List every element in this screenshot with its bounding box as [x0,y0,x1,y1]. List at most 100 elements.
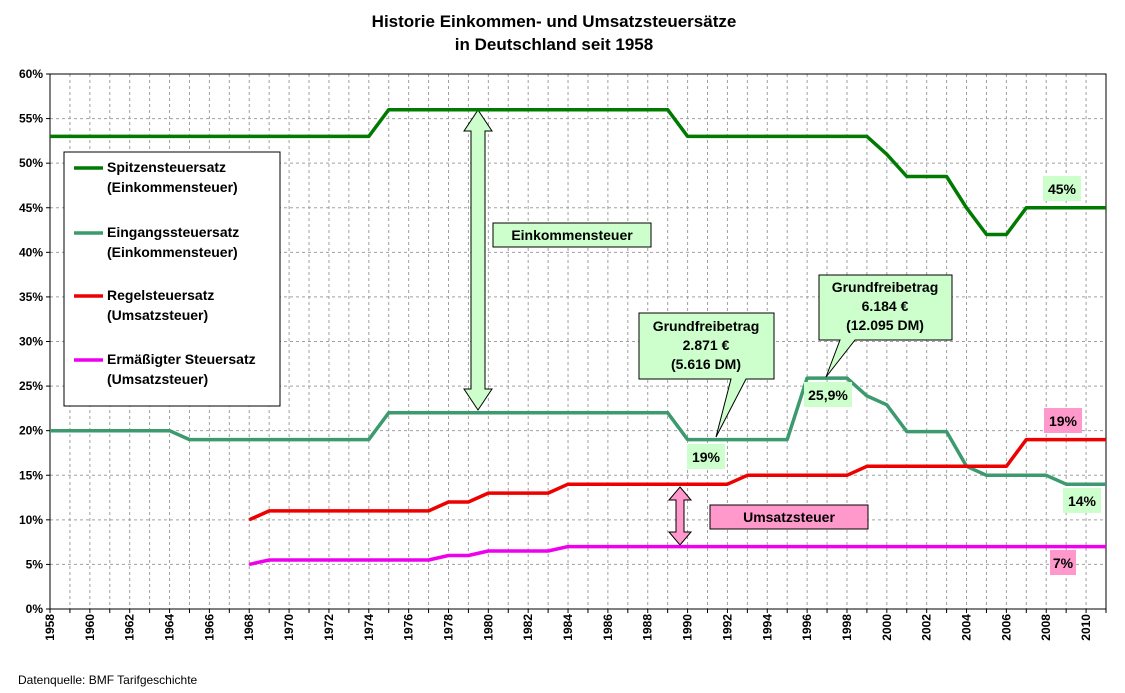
x-tick-label: 2000 [880,614,894,641]
legend-items: Spitzensteuersatz (Einkommensteuer) Eingan… [74,159,256,387]
label-25-9-text: 25,9% [808,387,848,403]
label-19-box [687,444,725,469]
callout-1990-shape [638,312,775,438]
label-45-text: 45% [1048,181,1077,197]
callout-1990-line-1: Grundfreibetrag [653,318,760,334]
chart-title-line-2: in Deutschland seit 1958 [455,35,653,54]
x-tick-label: 1962 [123,614,137,641]
x-tick-label: 1986 [601,614,615,641]
x-tick-label: 1992 [720,614,734,641]
x-tick-label: 2002 [920,614,934,641]
series-lines [50,107,1106,567]
callout-1996-line-3: (12.095 DM) [846,317,924,333]
x-tick-label: 2010 [1079,614,1093,641]
einkommensteuer-box [492,222,652,248]
y-tick-label: 10% [19,513,43,527]
label-19b-text: 19% [1049,413,1078,429]
legend-label: Spitzensteuersatz [107,159,226,175]
x-tick-label: 2008 [1039,614,1053,641]
label-7-percent: 7% [1050,550,1076,575]
x-tick-label: 1976 [402,614,416,641]
label-14-text: 14% [1068,493,1097,509]
x-tick-label: 1966 [202,614,216,641]
callout-1990-line-2: 2.871 € [683,337,730,353]
y-tick-label: 0% [26,602,44,616]
y-tick-label: 35% [19,290,43,304]
legend-label: Ermäßigter Steuersatz [107,351,256,367]
x-tick-label: 1970 [282,614,296,641]
x-tick-label: 1964 [163,614,177,641]
annotation-einkommensteuer: Einkommensteuer [492,222,652,248]
label-19-text: 19% [692,449,721,465]
x-tick-label: 1982 [521,614,535,641]
x-axis: 1958 1960 1962 1964 1966 1968 1970 1972 1974 1976… [43,609,1107,641]
source-note: Datenquelle: BMF Tarifgeschichte [18,673,198,687]
x-tick-label: 1998 [840,614,854,641]
x-tick-label: 1996 [800,614,814,641]
label-19b-percent: 19% [1044,408,1082,433]
series-line-3 [248,437,1106,522]
y-tick-label: 5% [26,557,44,571]
y-tick-label: 25% [19,379,43,393]
umsatzsteuer-arrow [667,486,693,546]
y-tick-label: 60% [19,67,43,81]
series-line-4 [248,544,1106,567]
x-tick-label: 1974 [362,614,376,641]
legend-label: Eingangssteuersatz [107,224,239,240]
y-tick-label: 15% [19,468,43,482]
umsatzsteuer-label: Umsatzsteuer [743,509,835,525]
legend-label: (Einkommensteuer) [107,179,238,195]
x-tick-label: 1972 [322,614,336,641]
legend-label: (Einkommensteuer) [107,244,238,260]
y-tick-label: 40% [19,245,43,259]
label-25-9-box [804,382,852,407]
y-tick-label: 55% [19,112,43,126]
x-tick-label: 1960 [83,614,97,641]
label-25-9-percent: 25,9% [804,382,852,407]
umsatzsteuer-double-arrow [667,486,693,546]
callout-1990-line-3: (5.616 DM) [671,356,741,372]
x-tick-label: 1968 [242,614,256,641]
y-tick-label: 50% [19,156,43,170]
x-tick-label: 1980 [481,614,495,641]
y-tick-label: 20% [19,424,43,438]
callout-1996-line-2: 6.184 € [862,298,909,314]
series-line-2 [50,376,1106,486]
label-19b-box [1044,408,1082,433]
x-tick-label: 1984 [561,614,575,641]
x-tick-label: 1988 [641,614,655,641]
annotation-umsatzsteuer: Umsatzsteuer [709,504,869,530]
x-tick-label: 1994 [760,614,774,641]
x-tick-label: 1990 [681,614,695,641]
legend-label: (Umsatzsteuer) [107,307,208,323]
chart-title-line-1: Historie Einkommen- und Umsatzsteuersätz… [372,12,737,31]
umsatzsteuer-box [709,504,869,530]
callout-grundfreibetrag-1990: Grundfreibetrag 2.871 € (5.616 DM) [638,312,775,438]
legend: Spitzensteuersatz (Einkommensteuer) Eingan… [63,151,281,407]
legend-label: (Umsatzsteuer) [107,371,208,387]
x-tick-label: 2006 [999,614,1013,641]
legend-label: Regelsteuersatz [107,287,214,303]
callout-grundfreibetrag-1996: Grundfreibetrag 6.184 € (12.095 DM) [818,274,953,378]
einkommensteuer-double-arrow [463,109,493,411]
label-14-box [1063,488,1101,513]
x-tick-label: 1958 [43,614,57,641]
label-7-text: 7% [1053,555,1074,571]
x-tick-label: 2004 [960,614,974,641]
label-7-box [1050,550,1076,575]
label-19-percent: 19% [687,444,725,469]
legend-box [63,151,281,407]
label-45-percent: 45% [1043,176,1081,201]
x-tick-label: 1978 [441,614,455,641]
einkommensteuer-arrow [463,109,493,411]
einkommensteuer-label: Einkommensteuer [511,227,633,243]
y-axis: 0% 5% 10% 15% 20% 25% 30% 35% 40% 45% 50% 55% 60% [19,67,50,616]
y-tick-label: 45% [19,201,43,215]
label-14-percent: 14% [1063,488,1101,513]
label-45-box [1043,176,1081,201]
callout-1996-shape [818,274,953,378]
y-tick-label: 30% [19,335,43,349]
callout-1996-line-1: Grundfreibetrag [832,279,939,295]
series-line-1 [50,107,1106,237]
